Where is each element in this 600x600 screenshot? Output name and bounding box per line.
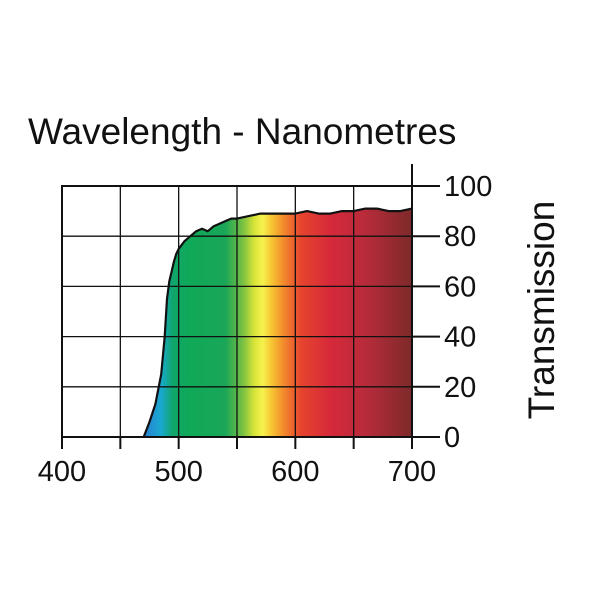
x-tick-label: 400 xyxy=(38,456,86,488)
y-tick-label: 100 xyxy=(444,171,492,203)
y-tick-label: 20 xyxy=(444,372,476,404)
x-tick-label: 700 xyxy=(388,456,436,488)
transmission-area xyxy=(143,208,412,437)
grid-lines xyxy=(62,186,412,437)
x-tick-label: 600 xyxy=(271,456,319,488)
chart-title: Wavelength - Nanometres xyxy=(28,111,456,152)
y-tick-label: 40 xyxy=(444,322,476,354)
y-axis-ticks: 0 20 40 60 80 100 xyxy=(412,171,492,454)
x-axis-ticks: 400 500 600 700 xyxy=(38,164,436,488)
transmission-curve xyxy=(142,207,413,438)
y-tick-label: 80 xyxy=(444,221,476,253)
y-tick-label: 0 xyxy=(444,422,460,454)
x-tick-label: 500 xyxy=(154,456,202,488)
transmission-area-group xyxy=(142,207,413,438)
y-tick-label: 60 xyxy=(444,271,476,303)
y-axis-label: Transmission xyxy=(521,201,562,420)
